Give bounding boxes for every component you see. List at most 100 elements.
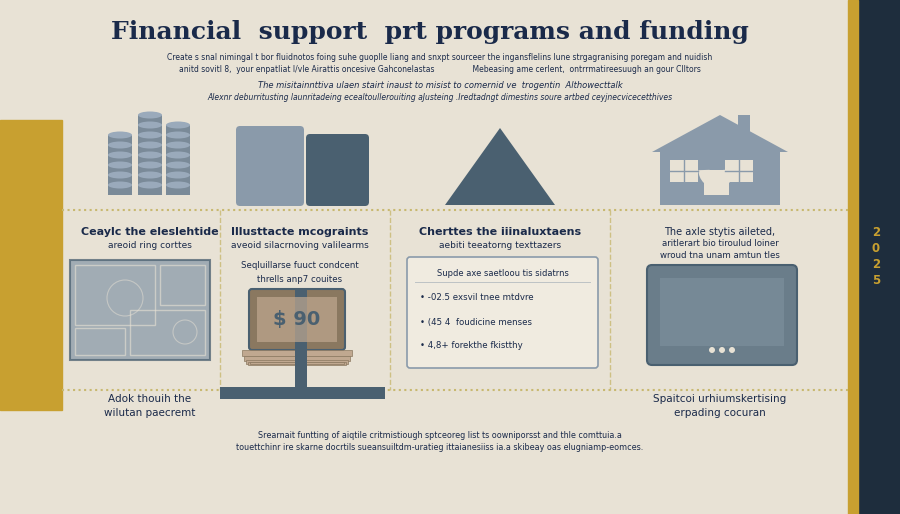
Bar (138, 165, 162, 175)
Bar (160, 265, 205, 305)
Bar (166, 155, 190, 165)
Text: $ 90: $ 90 (274, 310, 320, 329)
Bar (166, 135, 190, 145)
Ellipse shape (108, 161, 132, 169)
Ellipse shape (138, 172, 162, 178)
Text: Seqluillarse fuuct condcent: Seqluillarse fuuct condcent (241, 262, 359, 270)
Text: aritlerart bio tiroulud loiner: aritlerart bio tiroulud loiner (662, 240, 778, 248)
Text: aveoid silacrnoving valilearms: aveoid silacrnoving valilearms (231, 242, 369, 250)
Bar (244, 356, 350, 361)
Ellipse shape (138, 161, 162, 169)
Bar (138, 135, 162, 145)
Text: aebiti teeatorng texttazers: aebiti teeatorng texttazers (439, 242, 561, 250)
Ellipse shape (166, 132, 190, 138)
Text: The misitainnttiva ulaen stairt inaust to misist to comernid ve  trogentin  Alth: The misitainnttiva ulaen stairt inaust t… (257, 81, 623, 89)
Bar (670, 160, 698, 182)
Bar (295, 290, 307, 387)
Text: • 4,8+ forekthe fkistthy: • 4,8+ forekthe fkistthy (420, 341, 523, 351)
Text: • (45 4  foudicine menses: • (45 4 foudicine menses (420, 318, 532, 326)
Ellipse shape (166, 121, 190, 128)
Text: 2
0
2
5: 2 0 2 5 (872, 227, 880, 287)
Polygon shape (445, 128, 555, 205)
Bar (75, 328, 125, 355)
Bar (166, 125, 190, 135)
Bar (166, 175, 190, 185)
Bar (75, 265, 155, 325)
FancyBboxPatch shape (306, 134, 369, 206)
Bar (257, 297, 337, 342)
Bar (738, 115, 750, 145)
Bar (138, 125, 162, 135)
Bar (108, 165, 132, 175)
Bar (848, 0, 858, 514)
Polygon shape (652, 115, 788, 152)
Bar (0, 120, 62, 410)
Bar (855, 0, 900, 514)
Ellipse shape (108, 141, 132, 149)
Bar (704, 170, 729, 195)
Text: thrells anp7 couites: thrells anp7 couites (257, 274, 343, 284)
Ellipse shape (138, 112, 162, 119)
FancyBboxPatch shape (249, 289, 345, 350)
Ellipse shape (138, 152, 162, 158)
Bar (166, 145, 190, 155)
Text: Adok thouih the
wilutan paecremt: Adok thouih the wilutan paecremt (104, 394, 195, 418)
Circle shape (729, 347, 735, 353)
Bar (166, 185, 190, 195)
Text: Cherttes the iiinaluxtaens: Cherttes the iiinaluxtaens (418, 227, 581, 237)
Bar (130, 310, 205, 355)
Text: touettchinr ire skarne docrtils sueansuiltdm-uratieg ittaianesiiss ia.a skibeay : touettchinr ire skarne docrtils sueansui… (237, 443, 644, 451)
Bar (248, 362, 346, 365)
Bar (246, 360, 348, 364)
Bar (108, 135, 132, 145)
Bar (250, 362, 344, 364)
FancyBboxPatch shape (647, 265, 797, 365)
Ellipse shape (138, 181, 162, 189)
Text: Financial  support  prt programs and funding: Financial support prt programs and fundi… (111, 20, 749, 44)
Text: Supde axe saetloou tis sidatrns: Supde axe saetloou tis sidatrns (436, 269, 569, 279)
Text: • -02.5 exsvil tnee mtdvre: • -02.5 exsvil tnee mtdvre (420, 293, 534, 303)
Bar (108, 185, 132, 195)
Bar (108, 155, 132, 165)
Circle shape (719, 347, 725, 353)
Ellipse shape (138, 132, 162, 138)
Bar (138, 175, 162, 185)
Ellipse shape (108, 152, 132, 158)
Ellipse shape (108, 181, 132, 189)
Bar (138, 115, 162, 125)
Bar (108, 175, 132, 185)
Text: Ceaylc the eleslehtide: Ceaylc the eleslehtide (81, 227, 219, 237)
Ellipse shape (138, 141, 162, 149)
Text: Srearnait funtting of aiqtile critmistiough sptceoreg list ts oowniporsst and th: Srearnait funtting of aiqtile critmistio… (258, 431, 622, 439)
Text: Spaitcoi urhiumskertising
erpading cocuran: Spaitcoi urhiumskertising erpading cocur… (653, 394, 787, 418)
Bar (725, 160, 753, 182)
Bar (138, 145, 162, 155)
Bar (138, 185, 162, 195)
Bar (138, 155, 162, 165)
Bar (166, 165, 190, 175)
Bar (660, 278, 784, 346)
Ellipse shape (166, 152, 190, 158)
Bar (220, 387, 385, 399)
Text: Alexnr deburritusting launritadeing ecealtoullerouiting aJusteing .Iredtadngt di: Alexnr deburritusting launritadeing ecea… (207, 94, 672, 102)
Ellipse shape (108, 132, 132, 138)
Circle shape (709, 347, 715, 353)
Ellipse shape (166, 181, 190, 189)
Ellipse shape (166, 141, 190, 149)
Ellipse shape (138, 121, 162, 128)
Ellipse shape (108, 172, 132, 178)
FancyBboxPatch shape (236, 126, 304, 206)
Ellipse shape (166, 172, 190, 178)
Bar (242, 350, 352, 356)
Text: anitd sovitl 8,  your enpatliat l/vle Airattis oncesive Gahconelastas           : anitd sovitl 8, your enpatliat l/vle Air… (179, 65, 701, 75)
Text: areoid ring corttes: areoid ring corttes (108, 242, 192, 250)
Bar (70, 260, 210, 360)
Bar (660, 152, 780, 205)
Text: wroud tna unam amtun tles: wroud tna unam amtun tles (660, 251, 780, 261)
Text: Create s snal nimingal t bor fluidnotos foing suhe guoplle liang and snxpt sourc: Create s snal nimingal t bor fluidnotos … (167, 53, 713, 63)
Text: The axle stytis aileted,: The axle stytis aileted, (664, 227, 776, 237)
FancyBboxPatch shape (407, 257, 598, 368)
Text: Illusttacte mcograints: Illusttacte mcograints (231, 227, 369, 237)
Ellipse shape (166, 161, 190, 169)
Bar (108, 145, 132, 155)
